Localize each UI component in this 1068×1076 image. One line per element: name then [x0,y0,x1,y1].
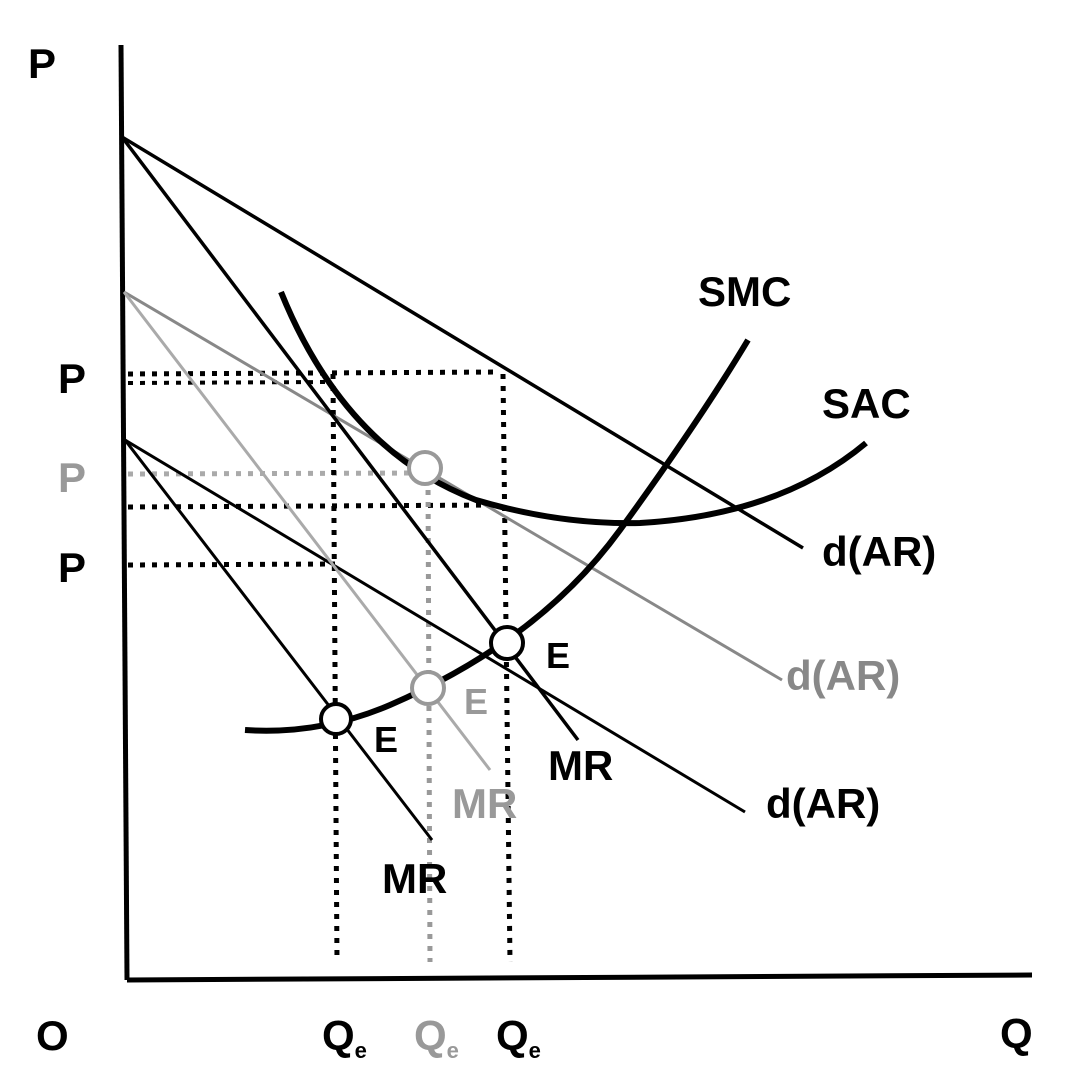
price-dotted-top [127,369,501,377]
y-axis-label: P [28,40,56,87]
price-label-mid: P [58,454,86,501]
demand-top-label: d(AR) [822,528,936,575]
cost-dotted-top [127,502,501,510]
quantity-dotted-mid [425,477,433,963]
tangency-point-mid [407,450,443,486]
demand-curve-top [121,135,804,550]
demand-curve-low [124,438,746,814]
x-axis [126,972,1033,983]
quantity-label-top: Qe [496,1012,541,1063]
sac-label: SAC [822,380,911,427]
price-dotted-low [127,561,336,568]
quantity-label-mid: Qe [414,1012,459,1063]
demand-curve-mid [123,290,783,682]
mr-top-label: MR [548,742,613,789]
quantity-dotted-low [330,373,340,963]
sac-curve [278,290,868,527]
quantity-label-low: Qe [322,1012,367,1063]
mr-mid-label: MR [452,780,517,827]
equilibrium-point-low [319,702,353,736]
origin-label: O [36,1012,69,1059]
price-label-low: P [58,544,86,591]
mr-curve-low [123,439,434,841]
price-dotted-mid [127,470,419,477]
x-axis-label: Q [1000,1010,1033,1057]
price-dotted-top-2 [127,380,331,385]
quantity-dotted-top [500,373,513,963]
smc-label: SMC [698,268,791,315]
equilibrium-label-mid: E [464,681,488,722]
mr-low-label: MR [382,855,447,902]
y-axis [118,44,130,981]
equilibrium-point-mid [410,670,446,706]
equilibrium-label-top: E [546,635,570,676]
demand-mid-label: d(AR) [786,652,900,699]
price-label-top: P [58,355,86,402]
demand-low-label: d(AR) [766,780,880,827]
equilibrium-label-low: E [374,719,398,760]
equilibrium-point-top [489,625,525,661]
